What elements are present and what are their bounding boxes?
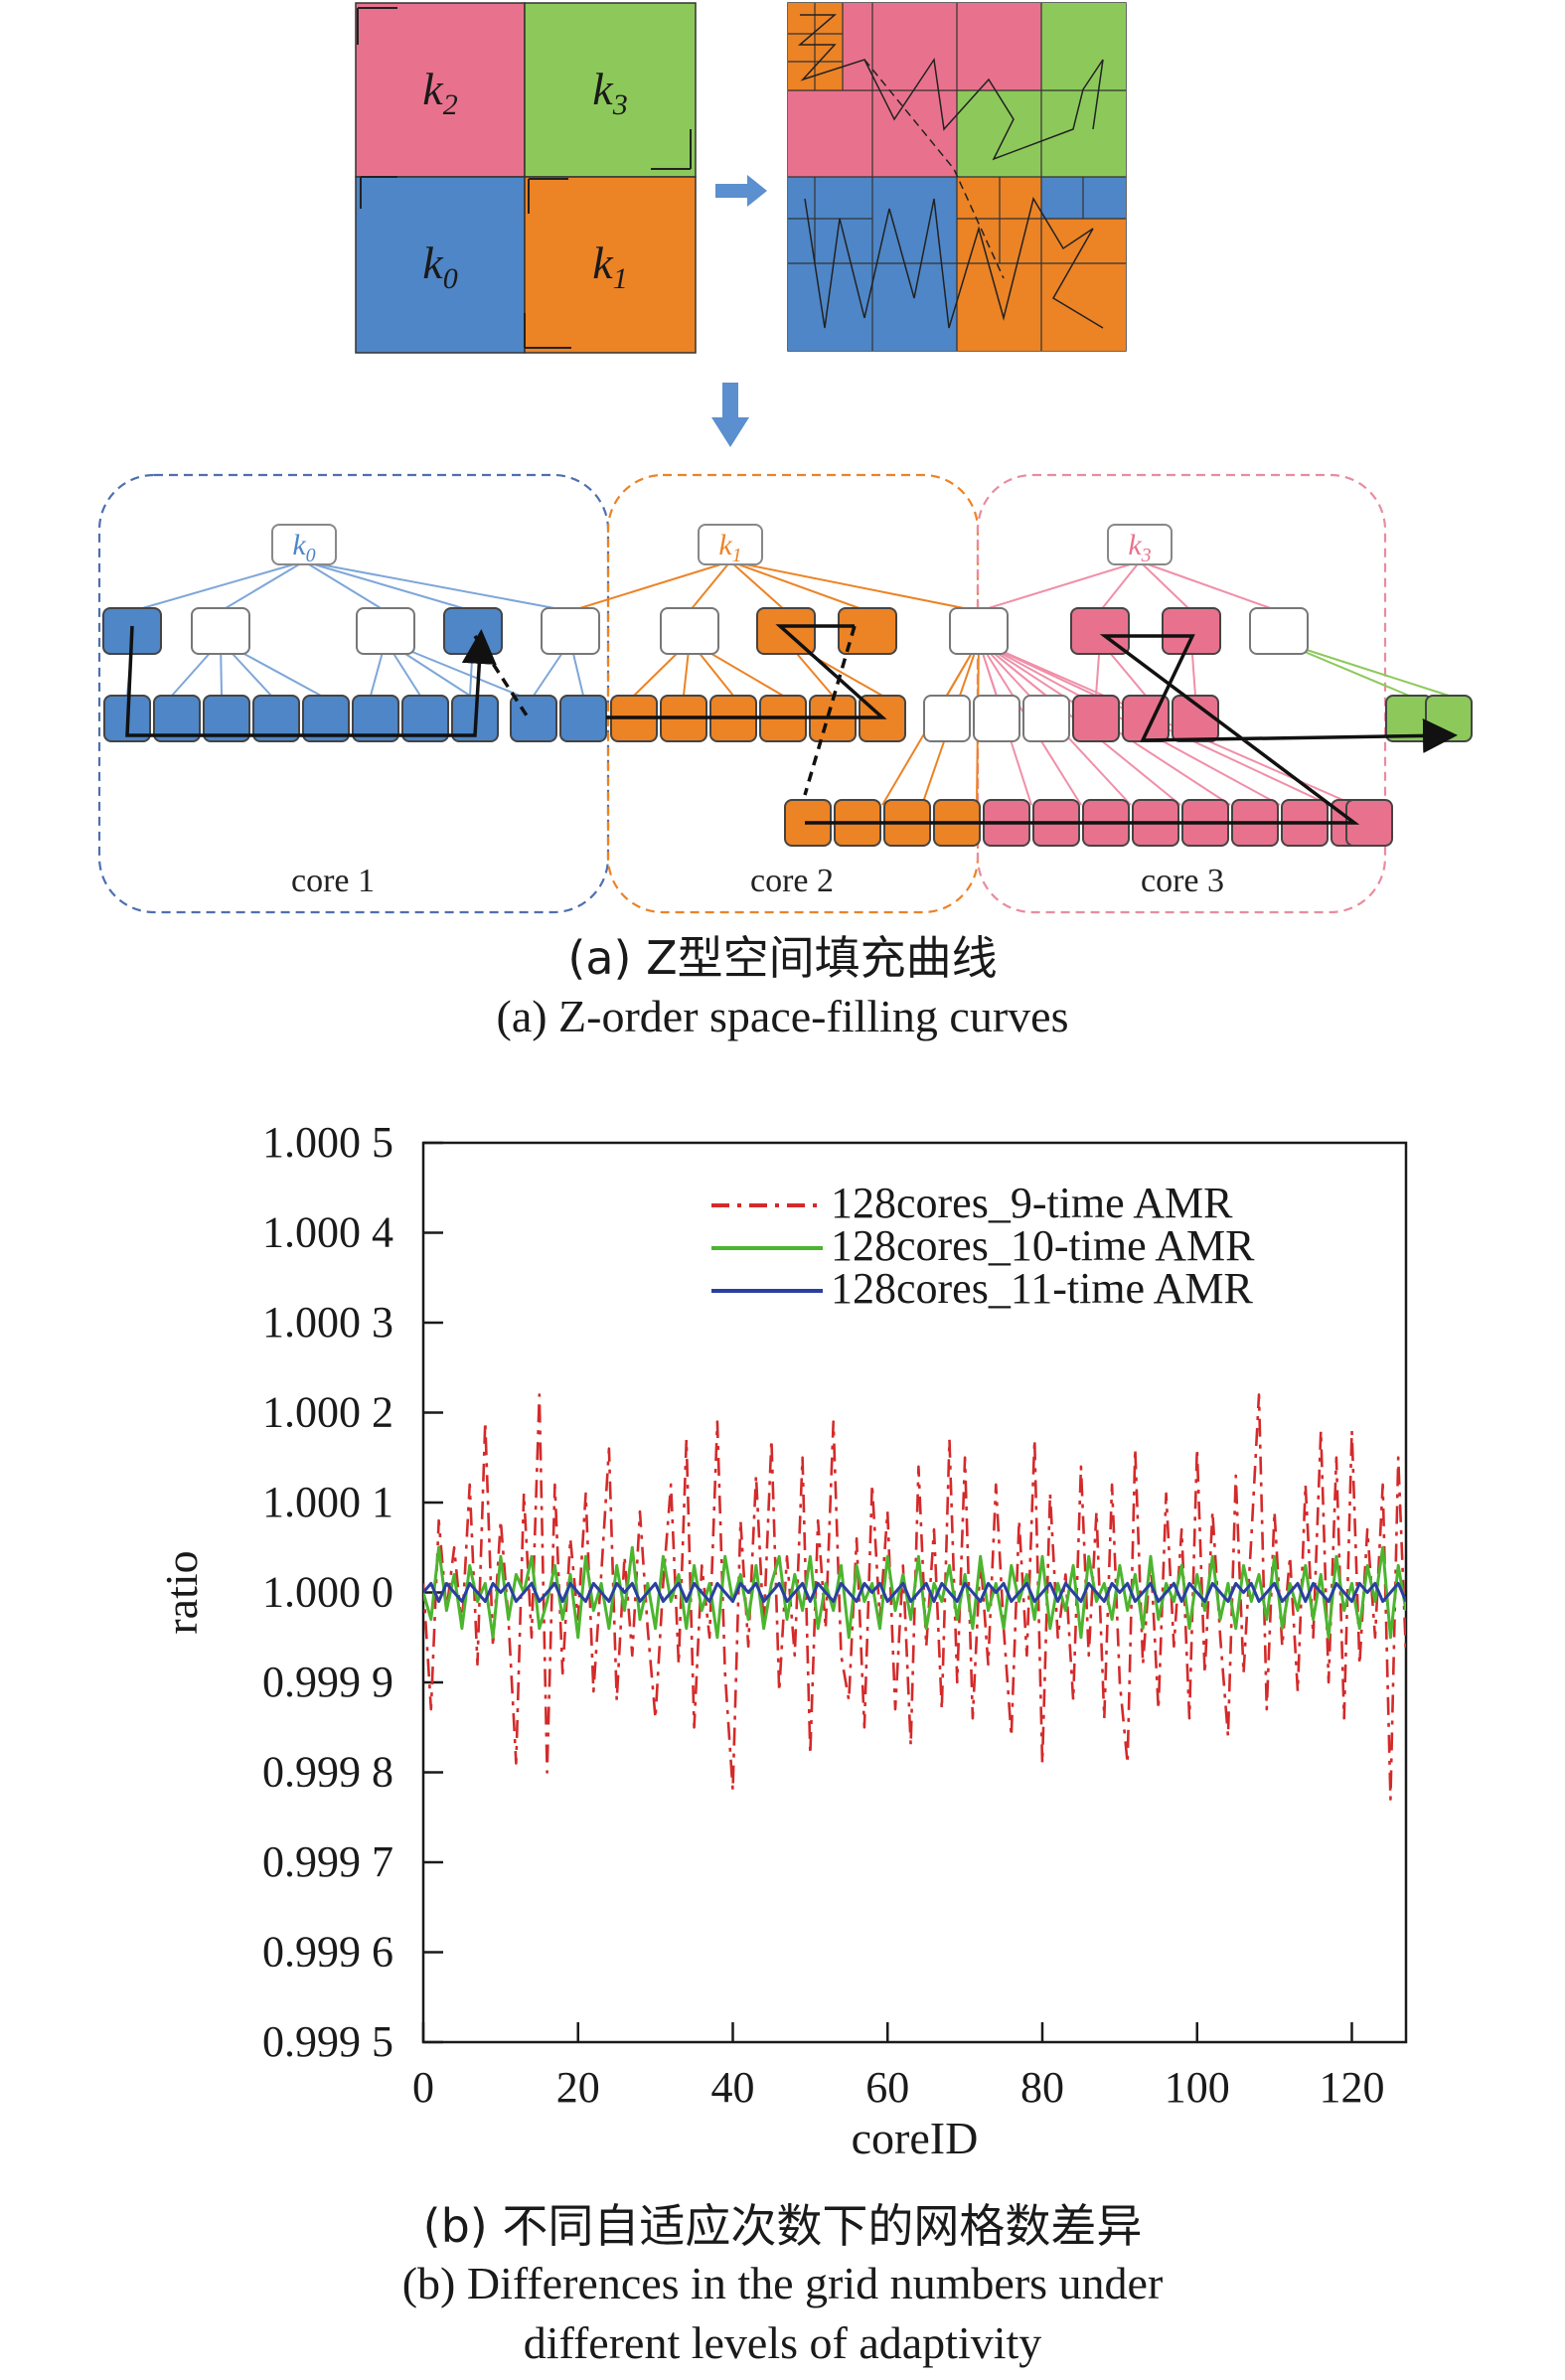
tree-node-l2-21 bbox=[1172, 695, 1219, 742]
series-line-1 bbox=[423, 1393, 1406, 1801]
y-tick-label: 1.000 2 bbox=[262, 1388, 393, 1437]
z-order-diagram: k2 k3 k0 k1 bbox=[97, 2, 1473, 914]
region-k1 bbox=[524, 176, 697, 354]
core-label-1: core 1 bbox=[291, 863, 375, 899]
y-tick-label: 1.000 0 bbox=[262, 1568, 393, 1617]
right-arrow bbox=[715, 175, 767, 207]
tree-node-l1-5 bbox=[660, 607, 719, 655]
tree-node-l2-9 bbox=[559, 695, 607, 742]
y-tick-label: 0.999 5 bbox=[262, 2017, 393, 2066]
tree-node-l2-1 bbox=[153, 695, 201, 742]
figure-b-caption-zh: (b) 不同自适应次数下的网格数差异 bbox=[422, 2199, 1143, 2253]
figure-b-caption-en-line1: (b) Differences in the grid numbers unde… bbox=[401, 2258, 1164, 2308]
svg-text:k3: k3 bbox=[1128, 529, 1151, 566]
region-square: k2 k3 k0 k1 bbox=[355, 2, 697, 354]
tree-node-l1-3 bbox=[443, 607, 503, 655]
tree-root-k0: k0 bbox=[271, 524, 337, 566]
tree-node-l1-2 bbox=[356, 607, 415, 655]
ratio-line-chart: 0.999 5 0.999 6 0.999 7 0.999 8 0.999 9 1.000… bbox=[156, 1118, 1408, 2163]
legend-label-3: 128cores_11-time AMR bbox=[831, 1264, 1254, 1313]
tree-node-l2-2 bbox=[203, 695, 250, 742]
x-tick-label: 40 bbox=[710, 2063, 754, 2112]
tree-node-l2-18 bbox=[1022, 695, 1070, 742]
tree-root-k1: k1 bbox=[698, 524, 763, 566]
x-tick-label: 60 bbox=[865, 2063, 909, 2112]
y-tick-label: 1.000 1 bbox=[262, 1478, 393, 1526]
tree-node-l1-10 bbox=[1162, 607, 1221, 655]
tree-node-l2-3 bbox=[252, 695, 300, 742]
y-tick-label: 0.999 7 bbox=[262, 1837, 393, 1886]
tree-node-l2-17 bbox=[973, 695, 1020, 742]
region-k3 bbox=[524, 2, 697, 178]
y-tick-label: 1.000 4 bbox=[262, 1208, 393, 1257]
tree-node-l1-1 bbox=[191, 607, 250, 655]
y-tick-label: 0.999 6 bbox=[262, 1928, 393, 1977]
x-tick-label: 80 bbox=[1020, 2063, 1064, 2112]
svg-text:k0: k0 bbox=[292, 529, 315, 566]
refined-mesh bbox=[787, 2, 1127, 352]
y-axis-label: ratio bbox=[156, 1550, 207, 1634]
figure-a-caption-zh: (a) Z型空间填充曲线 bbox=[567, 931, 998, 985]
region-k2 bbox=[355, 2, 526, 178]
region-label-k0: k0 bbox=[422, 238, 457, 295]
tree-node-l1-11 bbox=[1249, 607, 1309, 655]
z-curve-path bbox=[125, 624, 1458, 825]
tree-root-k3: k3 bbox=[1107, 524, 1173, 566]
tree-node-l1-7 bbox=[838, 607, 897, 655]
tree-node-l2-8 bbox=[510, 695, 557, 742]
tree-node-l2-4 bbox=[302, 695, 350, 742]
legend-label-1: 128cores_9-time AMR bbox=[831, 1179, 1233, 1227]
series-line-2 bbox=[423, 1545, 1406, 1640]
region-label-k1: k1 bbox=[592, 238, 627, 295]
core-group-1 bbox=[97, 473, 610, 914]
down-arrow bbox=[711, 383, 749, 447]
core-label-3: core 3 bbox=[1141, 863, 1224, 899]
core-label-2: core 2 bbox=[750, 863, 834, 899]
tree-node-l1-8 bbox=[949, 607, 1009, 655]
y-tick-label: 0.999 8 bbox=[262, 1748, 393, 1797]
y-tick-label: 0.999 9 bbox=[262, 1658, 393, 1706]
tree-node-l2-6 bbox=[401, 695, 449, 742]
tree-node-l2-16 bbox=[923, 695, 971, 742]
tree-node-l2-19 bbox=[1072, 695, 1120, 742]
y-tick-label: 1.000 5 bbox=[262, 1118, 393, 1167]
region-label-k3: k3 bbox=[592, 64, 627, 121]
legend-label-2: 128cores_10-time AMR bbox=[831, 1221, 1255, 1270]
region-label-k2: k2 bbox=[422, 64, 457, 121]
tree-node-l2-5 bbox=[352, 695, 399, 742]
x-tick-label: 100 bbox=[1165, 2063, 1230, 2112]
svg-text:k1: k1 bbox=[718, 529, 741, 566]
y-tick-label: 1.000 3 bbox=[262, 1298, 393, 1347]
tree-node-l1-4 bbox=[541, 607, 600, 655]
x-axis-label: coreID bbox=[852, 2113, 979, 2163]
x-tick-label: 20 bbox=[556, 2063, 600, 2112]
x-tick-label: 120 bbox=[1319, 2063, 1384, 2112]
region-k0 bbox=[355, 176, 526, 354]
figure-b-caption-en-line2: different levels of adaptivity bbox=[523, 2317, 1042, 2368]
x-tick-label: 0 bbox=[412, 2063, 434, 2112]
series-line-3 bbox=[423, 1581, 1406, 1603]
figure-a-caption-en: (a) Z-order space-filling curves bbox=[496, 991, 1069, 1041]
